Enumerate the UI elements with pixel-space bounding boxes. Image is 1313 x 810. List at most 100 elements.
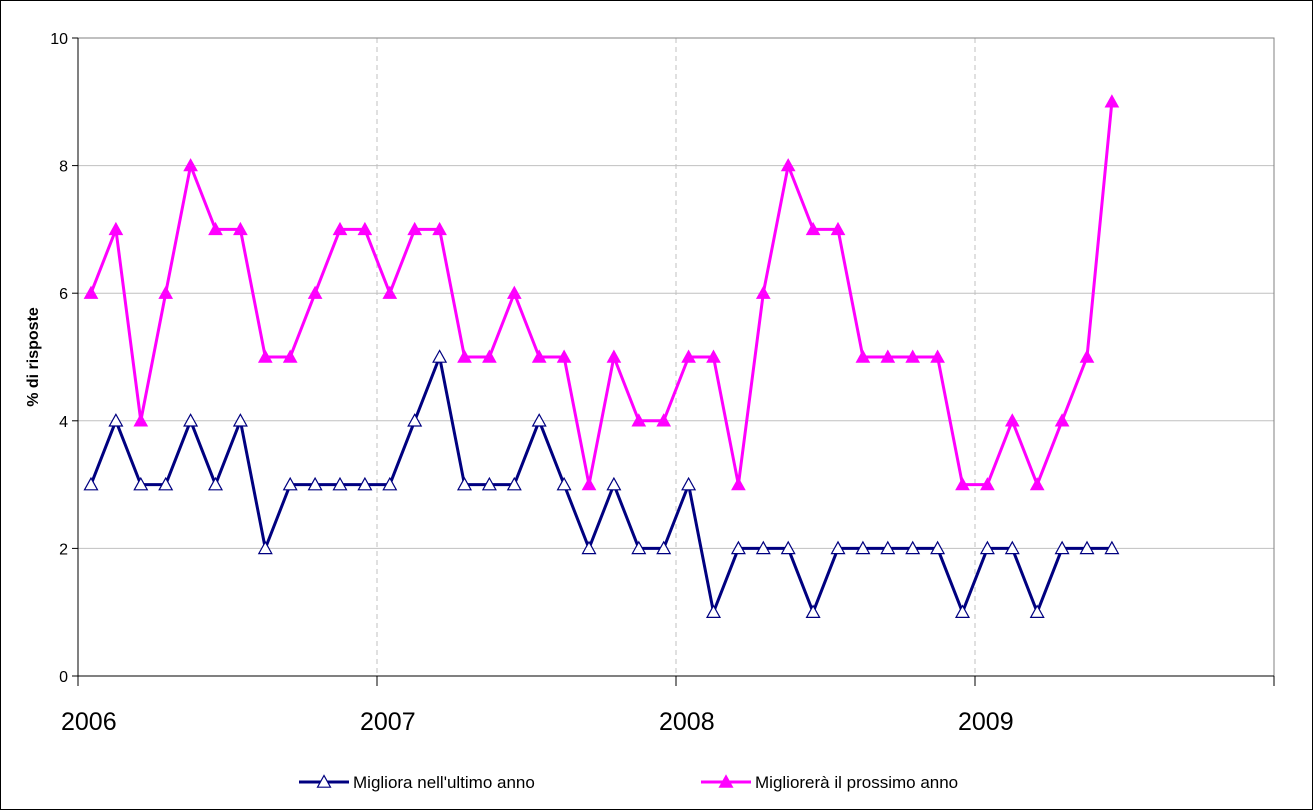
y-tick-label: 6 [59,286,68,303]
series-2-point [83,285,99,299]
series-2-point [706,349,721,363]
series-1-point [954,604,971,619]
series-line-1 [89,351,1112,618]
series-1-point [531,413,547,427]
series-1-point [158,476,174,491]
series-2-point [930,349,945,363]
series-1-point [332,476,348,491]
series-1-point [1104,540,1120,555]
series-2-point [556,349,572,363]
series-1-point [382,476,398,491]
series-1-point [481,476,497,491]
legend-label-2: Migliorerà il prossimo anno [755,773,958,792]
series-2-point [581,477,597,491]
series-1-point [407,413,423,427]
series-2-point [108,221,124,236]
series-2-point [1004,413,1020,427]
series-1-point [1029,604,1045,619]
series-2-point [457,349,472,363]
series-1-point [830,540,846,555]
series-1-point [755,540,771,555]
series-2-point [407,221,423,236]
series-1-point [930,540,946,555]
x-tick-label: 2008 [659,708,715,736]
series-1-point [83,476,99,491]
series-2-point [158,285,174,299]
series-1-point [805,604,821,619]
series-1-point [1054,540,1070,555]
y-tick-label: 8 [59,159,68,176]
x-tick-label: 2007 [360,708,416,736]
series-2-point [731,477,746,491]
series-2-point [506,285,522,299]
series-line-2 [89,101,1114,489]
series-2-point [531,349,547,363]
series-1-point [257,540,273,555]
series-2-point [357,221,373,236]
legend-swatch-marker-1 [316,774,332,788]
series-1-point [133,476,149,491]
series-2-point [307,285,323,299]
series-2-point [1054,413,1070,427]
series-1-point [631,540,647,555]
series-2-point [257,349,273,363]
series-2-point [1079,349,1095,363]
series-2-point [208,221,223,236]
series-1-point [307,476,323,491]
series-2-point [980,477,995,491]
series-1-point [207,476,224,491]
series-2-point [880,349,896,363]
series-1-point [581,540,597,555]
series-1-point [183,413,199,427]
x-tick-label: 2006 [61,708,117,736]
series-2-point [183,158,198,172]
series-1-point [730,540,746,555]
series-2-point [1104,94,1120,108]
series-2-point [805,221,821,236]
series-1-point [855,540,871,555]
y-tick-label: 4 [59,414,68,431]
series-2-point [332,221,348,236]
series-1-point [232,413,248,427]
series-1-point [456,476,473,491]
series-2-point [382,285,398,299]
series-2-point [830,221,846,236]
y-tick-label: 10 [50,31,68,48]
series-2-point [955,477,970,491]
series-1-point [905,540,921,555]
series-2-point [656,413,672,427]
x-tick-label: 2009 [958,708,1014,736]
legend-label-1: Migliora nell'ultimo anno [353,773,535,792]
series-1-point [681,476,697,491]
legend-swatch-marker-2 [718,774,734,788]
series-1-point [108,413,124,427]
series-1-point [1004,540,1020,555]
series-2-point [1029,477,1045,491]
series-2-point [606,349,622,363]
y-axis-label: % di risposte [25,307,42,407]
series-2-point [233,221,248,236]
series-1-point [282,476,298,491]
series-1-point [705,604,722,619]
series-1-point [556,476,572,491]
series-2-point [282,349,298,363]
y-tick-label: 0 [59,669,68,686]
series-2-point [780,158,796,172]
series-1-point [606,476,622,491]
series-1-point [780,540,796,555]
series-2-point [133,413,149,427]
series-2-point [482,349,497,363]
series-2-point [755,285,771,299]
series-2-point [432,221,447,236]
series-1-point [979,540,995,555]
series-1-point [1079,540,1095,555]
series-1-point [656,540,672,555]
series-2-point [681,349,696,363]
series-1-point [357,476,373,491]
series-1-point [880,540,896,555]
series-2-point [631,413,647,427]
series-2-point [905,349,921,363]
series-1-point [506,476,522,491]
